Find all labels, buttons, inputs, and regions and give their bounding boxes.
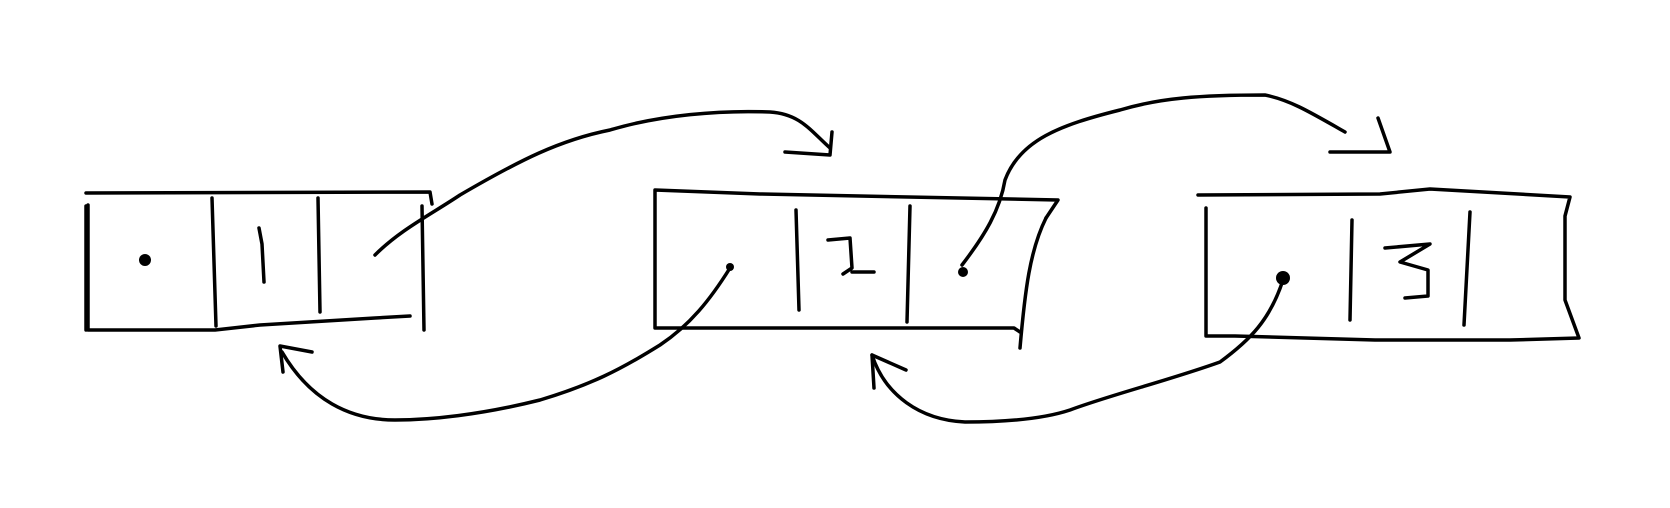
node-2-divider-right bbox=[905, 204, 912, 324]
node-1-value-glyph bbox=[257, 226, 266, 284]
link-node3-to-node2 bbox=[870, 278, 1285, 424]
node-1: 1 bbox=[84, 190, 434, 332]
link-node3-to-node2-arrowhead bbox=[870, 353, 908, 390]
link-node3-to-node2-curve bbox=[870, 278, 1285, 424]
node-2-right-edge-stroke bbox=[1018, 216, 1048, 350]
link-node1-to-node2-curve bbox=[373, 109, 832, 257]
node-1-divider-left bbox=[210, 196, 218, 328]
link-node2-to-node1-curve bbox=[280, 266, 732, 422]
link-node2-to-node1-arrowhead bbox=[278, 344, 314, 374]
link-node2-to-node3-curve bbox=[960, 93, 1347, 267]
link-node1-to-node2-arrowhead bbox=[783, 130, 834, 157]
node-2-box-outline bbox=[653, 188, 1060, 334]
node-2-value-glyph bbox=[826, 236, 876, 276]
link-node1-to-node2 bbox=[373, 109, 834, 257]
link-node2-to-node1 bbox=[278, 266, 732, 422]
node-2-divider-left bbox=[794, 208, 801, 312]
node-3-value-glyph bbox=[1383, 242, 1432, 300]
node-3-prev-pointer-dot bbox=[1276, 271, 1290, 285]
link-node2-to-node3-arrowhead bbox=[1328, 116, 1392, 154]
node-1-prev-pointer-dot bbox=[139, 254, 151, 266]
link-node2-to-node3 bbox=[960, 93, 1392, 267]
node-1-box-outline bbox=[84, 190, 434, 332]
node-3-divider-left bbox=[1348, 218, 1354, 322]
node-3-box-outline bbox=[1196, 187, 1581, 342]
node-2: 2 bbox=[653, 188, 1060, 334]
node-3: 3 bbox=[1196, 187, 1581, 342]
node-1-divider-right bbox=[316, 196, 322, 314]
node-2-next-pointer-dot bbox=[958, 267, 968, 277]
node-3-divider-right bbox=[1462, 210, 1472, 327]
